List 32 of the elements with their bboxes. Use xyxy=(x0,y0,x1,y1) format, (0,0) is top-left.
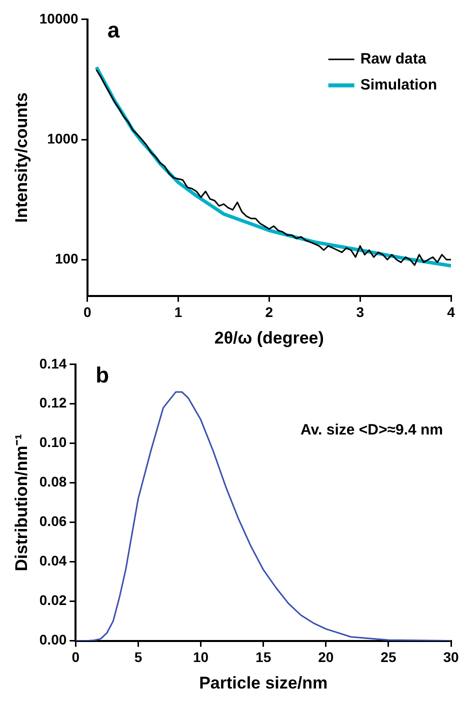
x-tick-label: 30 xyxy=(443,649,459,666)
chart-title: b xyxy=(96,362,110,388)
chart-title: a xyxy=(107,17,120,42)
x-tick-label: 1 xyxy=(174,304,182,320)
x-tick-label: 10 xyxy=(192,649,209,666)
y-tick-label: 0.02 xyxy=(39,592,67,608)
y-tick-label: 0.08 xyxy=(39,474,67,490)
y-tick-label: 0.06 xyxy=(39,513,67,530)
annotation: Av. size <D>≈9.4 nm xyxy=(300,421,443,438)
x-tick-label: 25 xyxy=(380,649,396,666)
x-axis-title: 2θ/ω (degree) xyxy=(214,328,324,348)
x-tick-label: 0 xyxy=(72,649,80,666)
legend-label: Simulation xyxy=(360,76,437,94)
y-axis-title: Intensity/counts xyxy=(12,92,31,223)
x-tick-label: 20 xyxy=(318,649,334,666)
x-tick-label: 3 xyxy=(356,304,364,320)
y-tick-label: 100 xyxy=(54,250,79,266)
y-tick-label: 0.00 xyxy=(39,632,67,648)
y-tick-label: 0.04 xyxy=(39,552,67,569)
y-axis-title: Distribution/nm⁻¹ xyxy=(12,434,31,572)
y-tick-label: 1000 xyxy=(47,130,79,146)
x-tick-label: 0 xyxy=(83,304,92,320)
y-tick-label: 0.10 xyxy=(39,434,67,450)
x-axis-title: Particle size/nm xyxy=(199,673,328,692)
y-tick-label: 10000 xyxy=(39,10,79,26)
x-tick-label: 5 xyxy=(134,649,142,666)
y-tick-label: 0.12 xyxy=(39,394,67,411)
x-tick-label: 15 xyxy=(256,649,272,666)
x-tick-label: 4 xyxy=(447,304,456,320)
legend-label: Raw data xyxy=(360,50,427,68)
x-tick-label: 2 xyxy=(265,304,274,320)
y-tick-label: 0.14 xyxy=(39,355,67,372)
